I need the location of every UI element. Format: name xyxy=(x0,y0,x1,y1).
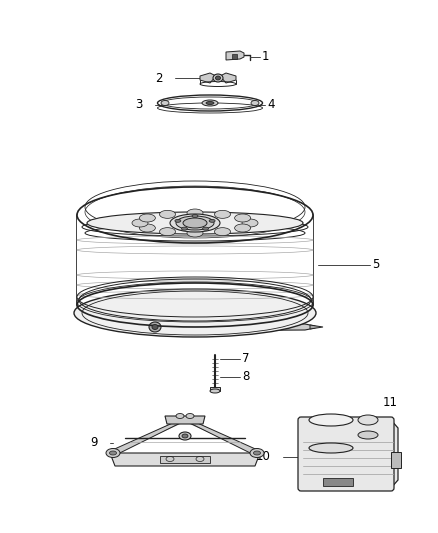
Text: 7: 7 xyxy=(242,352,250,366)
Bar xyxy=(391,452,401,468)
Polygon shape xyxy=(110,453,260,466)
Ellipse shape xyxy=(181,227,187,230)
Ellipse shape xyxy=(202,100,218,106)
Ellipse shape xyxy=(182,434,188,438)
Ellipse shape xyxy=(206,101,214,104)
Polygon shape xyxy=(77,215,313,305)
Text: 6: 6 xyxy=(120,320,128,334)
Ellipse shape xyxy=(358,415,378,425)
Polygon shape xyxy=(155,323,315,331)
Ellipse shape xyxy=(139,214,155,222)
Bar xyxy=(160,456,210,463)
Ellipse shape xyxy=(149,322,161,332)
Ellipse shape xyxy=(106,448,120,457)
Polygon shape xyxy=(112,418,184,456)
Ellipse shape xyxy=(170,214,220,232)
Text: 1: 1 xyxy=(262,51,269,63)
Polygon shape xyxy=(310,325,323,329)
Ellipse shape xyxy=(242,219,258,227)
Ellipse shape xyxy=(251,101,259,106)
Ellipse shape xyxy=(250,448,264,457)
Ellipse shape xyxy=(110,451,117,455)
Polygon shape xyxy=(220,73,236,83)
Ellipse shape xyxy=(203,227,208,230)
Polygon shape xyxy=(210,387,220,391)
Polygon shape xyxy=(165,416,205,424)
Ellipse shape xyxy=(176,216,214,230)
FancyBboxPatch shape xyxy=(298,417,394,491)
Text: 9: 9 xyxy=(91,437,98,449)
Ellipse shape xyxy=(254,451,261,455)
Polygon shape xyxy=(200,73,216,83)
Ellipse shape xyxy=(152,325,158,329)
Ellipse shape xyxy=(183,218,207,228)
Ellipse shape xyxy=(215,76,220,80)
Polygon shape xyxy=(301,420,398,488)
Ellipse shape xyxy=(192,214,198,217)
Ellipse shape xyxy=(159,211,176,219)
Ellipse shape xyxy=(74,289,316,337)
Text: 4: 4 xyxy=(267,99,275,111)
Ellipse shape xyxy=(209,220,215,222)
Text: 2: 2 xyxy=(155,71,163,85)
Ellipse shape xyxy=(309,414,353,426)
Polygon shape xyxy=(226,51,244,60)
Ellipse shape xyxy=(161,101,169,106)
Ellipse shape xyxy=(187,209,203,217)
Ellipse shape xyxy=(235,224,251,232)
Text: 11: 11 xyxy=(383,395,398,408)
Ellipse shape xyxy=(213,74,223,82)
Ellipse shape xyxy=(215,211,230,219)
Ellipse shape xyxy=(358,431,378,439)
Ellipse shape xyxy=(309,443,353,453)
Ellipse shape xyxy=(132,219,148,227)
Ellipse shape xyxy=(187,229,203,237)
Ellipse shape xyxy=(215,228,230,236)
Ellipse shape xyxy=(210,389,220,393)
Polygon shape xyxy=(186,418,258,456)
Ellipse shape xyxy=(179,432,191,440)
Ellipse shape xyxy=(175,220,181,222)
Ellipse shape xyxy=(159,228,176,236)
Bar xyxy=(232,54,237,59)
Text: 10: 10 xyxy=(256,450,271,464)
Ellipse shape xyxy=(186,414,194,418)
Ellipse shape xyxy=(235,214,251,222)
Ellipse shape xyxy=(176,414,184,418)
Ellipse shape xyxy=(139,224,155,232)
Text: 5: 5 xyxy=(372,259,379,271)
Text: 8: 8 xyxy=(242,370,249,384)
Ellipse shape xyxy=(87,212,303,234)
Text: 3: 3 xyxy=(136,99,143,111)
Bar xyxy=(323,478,353,486)
